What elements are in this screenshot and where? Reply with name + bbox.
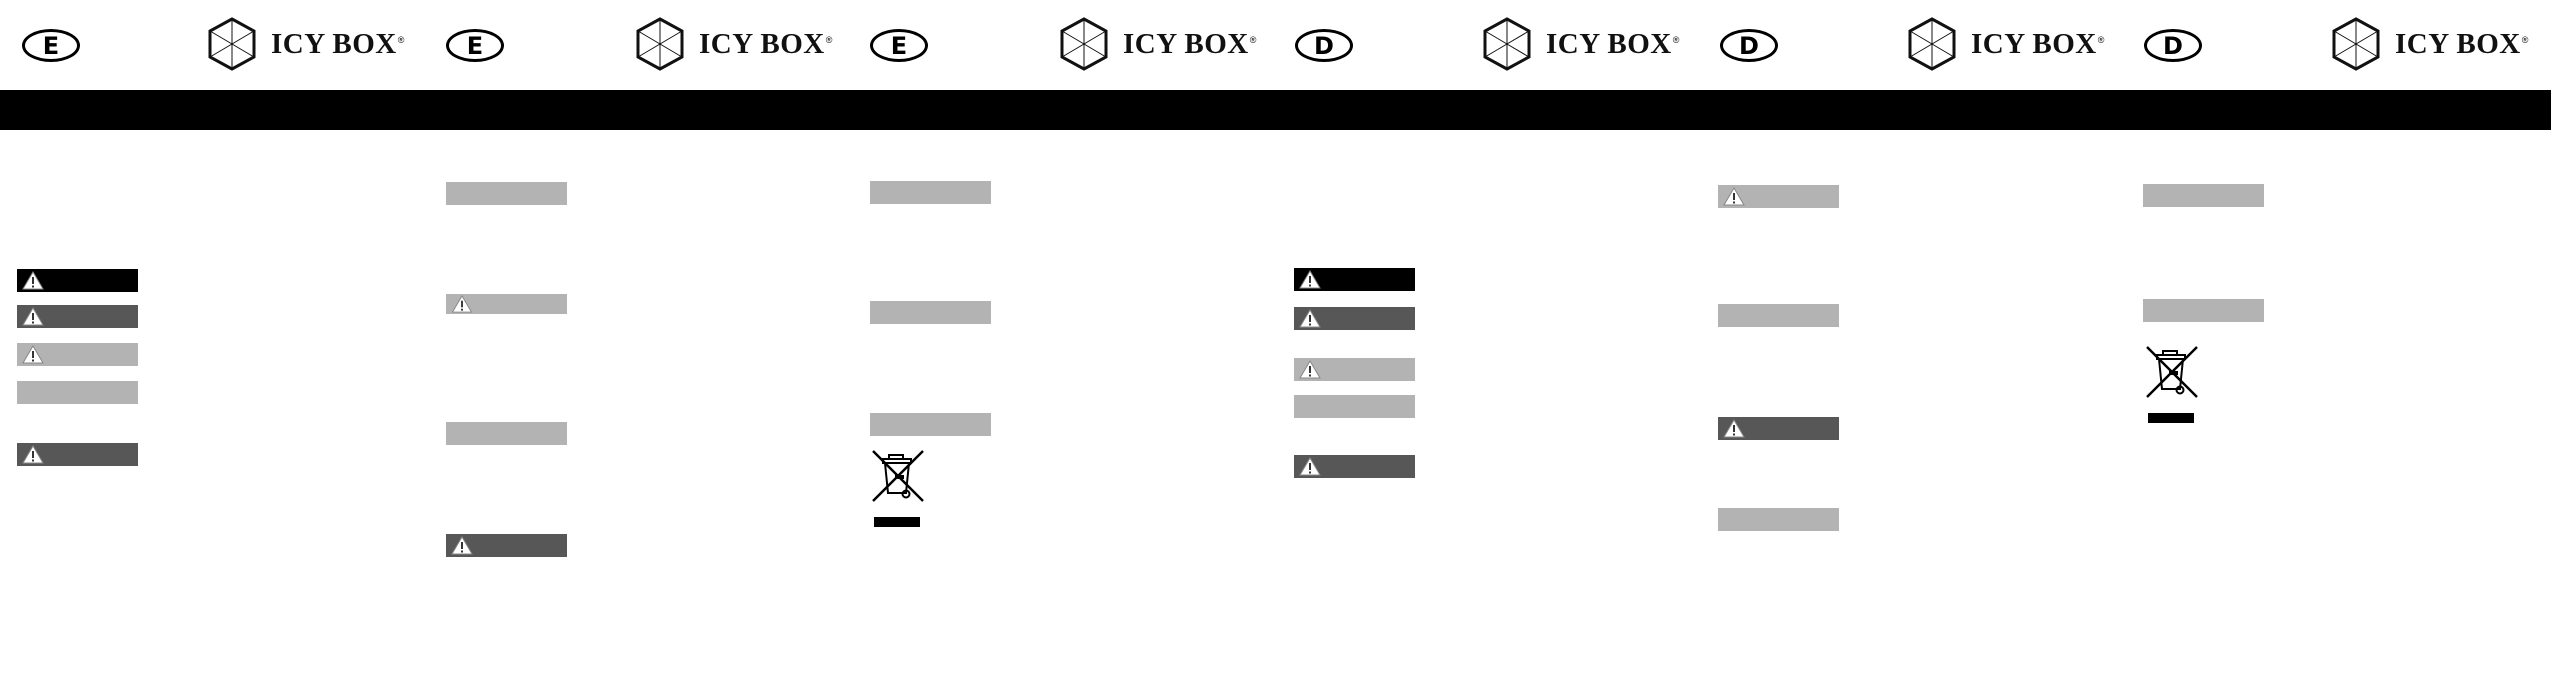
cube-icon bbox=[1059, 17, 1109, 71]
cube-icon bbox=[1482, 17, 1532, 71]
caution-bar bbox=[1718, 185, 1839, 208]
warning-bar bbox=[17, 443, 138, 466]
registered-mark: ® bbox=[1249, 35, 1257, 45]
cube-icon bbox=[1907, 17, 1957, 71]
registered-mark: ® bbox=[2521, 35, 2529, 45]
notice-bar bbox=[1294, 395, 1415, 418]
icy-box-logo: ICY BOX ® bbox=[1482, 17, 1679, 71]
warning-triangle-icon bbox=[1299, 457, 1321, 476]
language-badge: E bbox=[22, 29, 80, 62]
language-badge: E bbox=[870, 29, 928, 62]
crossed-out-wheelie-bin-icon bbox=[869, 447, 927, 505]
brand-name: ICY BOX bbox=[271, 27, 397, 60]
crossed-out-wheelie-bin-icon bbox=[2143, 343, 2201, 401]
cube-icon bbox=[207, 17, 257, 71]
section-bar bbox=[870, 413, 991, 436]
brand-name: ICY BOX bbox=[1971, 27, 2097, 60]
language-badge: D bbox=[1295, 29, 1353, 62]
warning-triangle-icon bbox=[22, 307, 44, 326]
notice-bar bbox=[17, 381, 138, 404]
section-bar bbox=[1718, 304, 1839, 327]
warning-triangle-icon bbox=[22, 345, 44, 364]
language-badge: E bbox=[446, 29, 504, 62]
brand-name: ICY BOX bbox=[1123, 27, 1249, 60]
icy-box-logo: ICY BOX ® bbox=[207, 17, 404, 71]
language-badge: D bbox=[1720, 29, 1778, 62]
section-bar bbox=[870, 301, 991, 324]
header-band bbox=[0, 90, 2551, 130]
icy-box-logo: ICY BOX ® bbox=[635, 17, 832, 71]
warning-triangle-icon bbox=[1299, 270, 1321, 289]
cube-icon bbox=[635, 17, 685, 71]
warning-bar bbox=[446, 534, 567, 557]
warning-triangle-icon bbox=[451, 295, 473, 313]
icy-box-logo: ICY BOX ® bbox=[1907, 17, 2104, 71]
warning-bar bbox=[1294, 455, 1415, 478]
section-bar bbox=[446, 422, 567, 445]
brand-name: ICY BOX bbox=[699, 27, 825, 60]
warning-triangle-icon bbox=[1723, 419, 1745, 438]
registered-mark: ® bbox=[2097, 35, 2105, 45]
warning-triangle-icon bbox=[1299, 309, 1321, 328]
warning-triangle-icon bbox=[451, 536, 473, 555]
cube-icon bbox=[2331, 17, 2381, 71]
language-badge: D bbox=[2144, 29, 2202, 62]
danger-bar bbox=[17, 269, 138, 292]
weee-bar bbox=[2148, 413, 2194, 423]
warning-bar bbox=[1294, 307, 1415, 330]
icy-box-logo: ICY BOX ® bbox=[1059, 17, 1256, 71]
weee-bar bbox=[874, 517, 920, 527]
caution-bar bbox=[17, 343, 138, 366]
warning-bar bbox=[17, 305, 138, 328]
section-bar bbox=[870, 181, 991, 204]
brand-name: ICY BOX bbox=[1546, 27, 1672, 60]
registered-mark: ® bbox=[397, 35, 405, 45]
warning-triangle-icon bbox=[1299, 360, 1321, 379]
danger-bar bbox=[1294, 268, 1415, 291]
section-bar bbox=[1718, 508, 1839, 531]
brand-name: ICY BOX bbox=[2395, 27, 2521, 60]
registered-mark: ® bbox=[1672, 35, 1680, 45]
section-bar bbox=[2143, 299, 2264, 322]
warning-triangle-icon bbox=[22, 445, 44, 464]
section-bar bbox=[2143, 184, 2264, 207]
caution-bar bbox=[1294, 358, 1415, 381]
icy-box-logo: ICY BOX ® bbox=[2331, 17, 2528, 71]
caution-bar bbox=[446, 294, 567, 314]
warning-bar bbox=[1718, 417, 1839, 440]
registered-mark: ® bbox=[825, 35, 833, 45]
section-bar bbox=[446, 182, 567, 205]
warning-triangle-icon bbox=[1723, 187, 1745, 206]
warning-triangle-icon bbox=[22, 271, 44, 290]
